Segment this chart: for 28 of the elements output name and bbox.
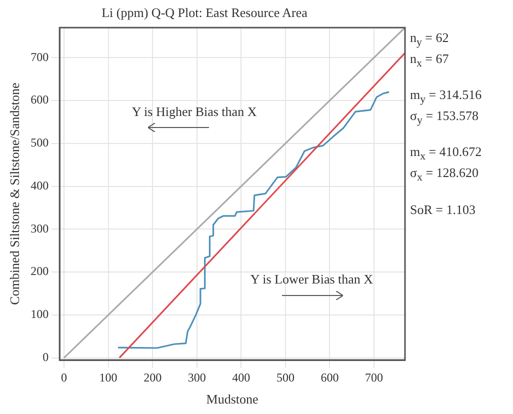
x-tick-label: 0 (61, 370, 68, 384)
text: σ$_{x}$ = 128.620 (410, 164, 480, 186)
x-tick-label: 100 (99, 370, 118, 384)
y-tick-label: 500 (30, 136, 49, 150)
y-tick-label: 200 (30, 264, 49, 278)
x-tick-label: 700 (365, 370, 384, 384)
annotation: Y is Higher Bias than X (132, 104, 258, 119)
y-axis-title: Combined Siltstone & Siltstone/Sandstone (7, 82, 22, 305)
x-tick-label: 600 (320, 370, 339, 384)
y-tick-label: 0 (42, 350, 49, 364)
x-tick-label: 300 (188, 370, 206, 384)
x-tick-label: 500 (276, 370, 294, 384)
x-tick-label: 200 (144, 370, 162, 384)
chart-title: Li (ppm) Q-Q Plot: East Resource Area (102, 5, 308, 20)
text: n$_{y}$ = 62 (410, 30, 450, 51)
y-tick-label: 400 (30, 178, 49, 192)
y-tick-label: 600 (30, 92, 49, 107)
text: m$_{x}$ = 410.672 (410, 144, 482, 165)
y-tick-label: 300 (30, 221, 49, 236)
text: σ$_{y}$ = 153.578 (410, 108, 480, 128)
y-tick-label: 700 (30, 50, 49, 64)
x-axis-title: Mudstone (206, 392, 259, 407)
text: n$_{x}$ = 67 (410, 50, 450, 72)
text: m$_{y}$ = 314.516 (410, 87, 482, 108)
x-tick-label: 400 (232, 370, 250, 384)
y-tick-label: 100 (30, 307, 49, 322)
annotation: Y is Lower Bias than X (250, 272, 374, 287)
text: SoR = 1.103 (410, 202, 476, 218)
